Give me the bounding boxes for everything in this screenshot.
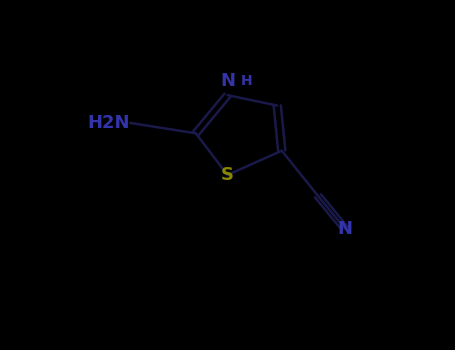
Text: N: N <box>338 220 353 238</box>
Text: H: H <box>241 74 253 88</box>
Text: H2N: H2N <box>88 114 130 132</box>
Text: N: N <box>220 72 235 90</box>
Text: S: S <box>221 166 234 184</box>
